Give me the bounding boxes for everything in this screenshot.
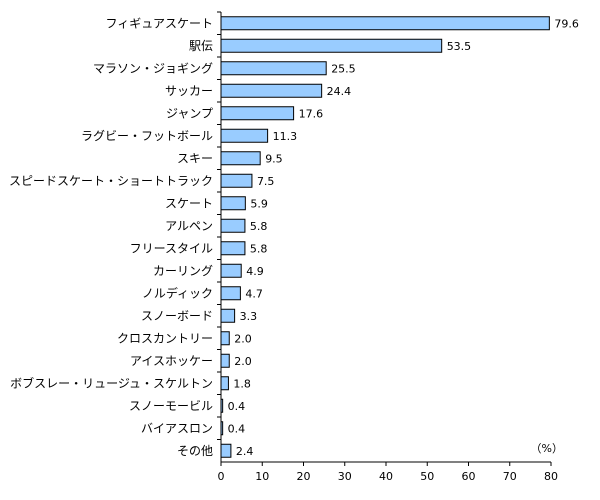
bar-4 xyxy=(220,106,295,121)
bar-11 xyxy=(220,263,242,278)
bar-9 xyxy=(220,218,246,233)
bar-14 xyxy=(220,331,230,346)
value-label: 1.8 xyxy=(233,377,251,390)
category-label: サッカー xyxy=(165,84,213,98)
value-label: 0.4 xyxy=(228,400,246,413)
bar-7 xyxy=(220,173,253,188)
bar-16 xyxy=(220,376,229,391)
value-label: 79.6 xyxy=(554,17,579,30)
bar-5 xyxy=(220,128,269,143)
x-tick-label: 80 xyxy=(544,470,558,483)
category-label: ジャンプ xyxy=(166,106,213,120)
x-tick-label: 20 xyxy=(297,470,311,483)
value-label: 2.0 xyxy=(234,332,252,345)
category-label: スノーボード xyxy=(141,309,213,323)
category-label: ボブスレー・リュージュ・スケルトン xyxy=(10,375,213,390)
value-label: 11.3 xyxy=(273,130,298,143)
category-label: マラソン・ジョギング xyxy=(93,61,213,75)
category-label: フリースタイル xyxy=(130,241,213,255)
value-label: 5.8 xyxy=(250,242,267,255)
value-label: 0.4 xyxy=(228,422,246,435)
value-label: 7.5 xyxy=(257,175,275,188)
category-label: バイアスロン xyxy=(141,421,213,435)
value-label: 2.0 xyxy=(234,355,252,368)
x-tick-label: 70 xyxy=(503,470,517,483)
bar-8 xyxy=(220,196,246,211)
bar-0 xyxy=(220,16,550,31)
value-label: 4.9 xyxy=(246,265,264,278)
value-label: 4.7 xyxy=(245,287,263,300)
bar-3 xyxy=(220,83,323,98)
unit-label: （%） xyxy=(531,442,563,455)
value-label: 25.5 xyxy=(331,62,356,75)
x-tick-label: 30 xyxy=(338,470,352,483)
x-tick-label: 60 xyxy=(462,470,476,483)
category-label: スキー xyxy=(177,151,213,165)
category-label: フィギュアスケート xyxy=(105,16,213,30)
value-label: 53.5 xyxy=(447,40,472,53)
bar-10 xyxy=(220,241,246,256)
bar-1 xyxy=(220,38,443,53)
value-label: 5.8 xyxy=(250,220,267,233)
category-label: その他 xyxy=(177,444,213,458)
category-label: クロスカントリー xyxy=(117,331,213,345)
x-tick-label: 50 xyxy=(420,470,434,483)
value-label: 17.6 xyxy=(299,107,324,120)
category-label: スピードスケート・ショートトラック xyxy=(9,174,213,188)
value-label: 5.9 xyxy=(250,197,268,210)
bar-15 xyxy=(220,353,230,368)
category-label: ノルディック xyxy=(142,285,213,300)
x-tick-label: 40 xyxy=(379,470,393,483)
x-tick-label: 0 xyxy=(218,470,225,483)
category-label: ラグビー・フットボール xyxy=(81,129,213,143)
value-label: 24.4 xyxy=(327,85,352,98)
x-tick-label: 10 xyxy=(255,470,269,483)
bar-6 xyxy=(220,151,261,166)
category-label: スノーモービル xyxy=(129,399,213,413)
category-label: アイスホッケー xyxy=(130,354,213,368)
value-label: 2.4 xyxy=(236,445,254,458)
value-label: 9.5 xyxy=(265,152,283,165)
category-label: カーリング xyxy=(153,264,213,278)
bar-19 xyxy=(220,443,232,458)
value-label: 3.3 xyxy=(240,310,257,323)
bar-12 xyxy=(220,286,241,301)
bar-2 xyxy=(220,61,327,76)
category-label: スケート xyxy=(165,196,213,210)
category-label: アルペン xyxy=(165,219,213,233)
category-label: 駅伝 xyxy=(189,39,213,53)
bar-13 xyxy=(220,308,236,323)
